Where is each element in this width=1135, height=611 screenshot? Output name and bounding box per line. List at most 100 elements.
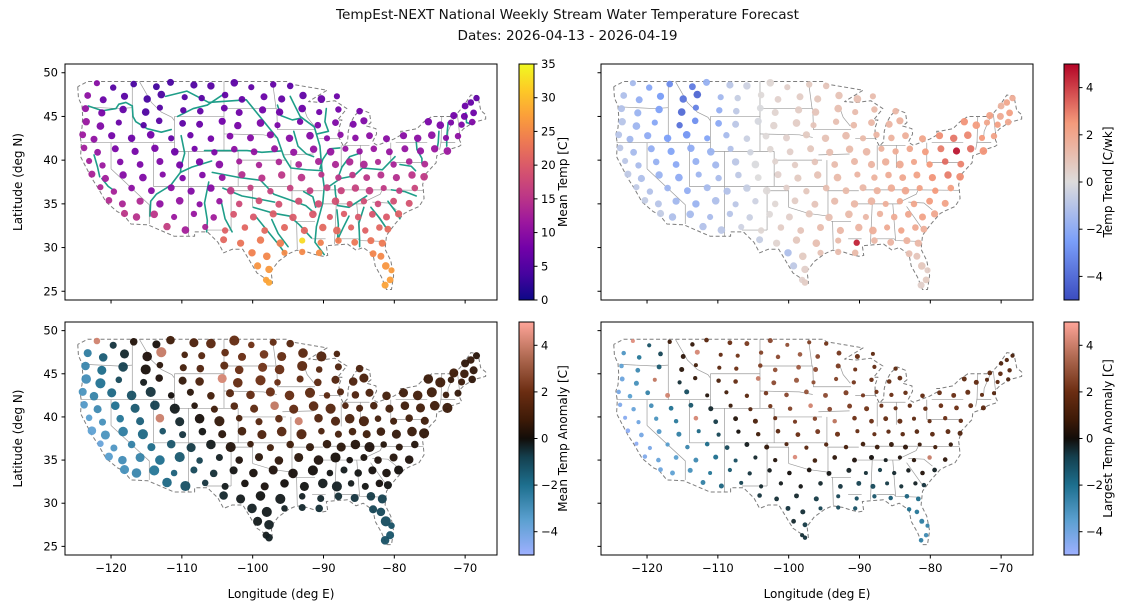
state-border-line (646, 425, 686, 480)
station-point (218, 117, 226, 125)
station-point (744, 341, 750, 347)
station-point (682, 130, 691, 139)
river-line (270, 218, 289, 248)
colorbar-largest-temp-anomaly (1063, 321, 1080, 556)
station-point (317, 239, 324, 246)
station-point (822, 82, 830, 90)
station-point (791, 518, 796, 524)
station-point (717, 94, 724, 101)
station-point (265, 533, 273, 542)
x-tick-label: −70 (989, 561, 1013, 575)
station-point (401, 145, 409, 153)
station-point (677, 380, 682, 385)
station-point (752, 418, 758, 424)
state-border-line (892, 203, 896, 241)
station-point (938, 403, 944, 409)
station-point (696, 429, 701, 434)
station-point (651, 119, 658, 126)
station-point (899, 484, 904, 489)
station-point (928, 174, 937, 182)
station-point (467, 99, 475, 106)
station-point (80, 144, 88, 152)
station-point (206, 338, 216, 349)
station-point (930, 431, 935, 437)
station-point (115, 376, 123, 384)
station-point (429, 400, 440, 411)
station-point (199, 171, 206, 179)
station-point (374, 456, 382, 464)
station-point (785, 342, 790, 347)
station-point (226, 132, 234, 140)
station-point (942, 457, 948, 462)
station-point (347, 480, 355, 487)
station-point (149, 465, 160, 476)
station-point (618, 117, 626, 126)
station-point (104, 452, 113, 461)
station-point (358, 416, 369, 427)
station-point (427, 131, 436, 140)
station-point (803, 188, 810, 195)
y-tick-label: 40 (43, 153, 58, 167)
station-point (167, 392, 175, 399)
station-point (811, 158, 819, 166)
station-point (836, 494, 841, 499)
station-point (794, 174, 802, 182)
river-line (399, 163, 417, 172)
colorbar-tick-label: 0 (541, 432, 548, 446)
station-point (957, 160, 965, 168)
state-border-line (282, 410, 314, 413)
station-point (326, 147, 335, 156)
station-point (152, 340, 161, 349)
station-point (1004, 118, 1012, 126)
station-point (633, 184, 640, 191)
colorbar-mean-temp-anomaly (518, 321, 535, 556)
station-point (424, 117, 433, 126)
station-point (868, 119, 875, 126)
y-tick-label: 50 (43, 66, 58, 80)
station-point (768, 403, 773, 409)
station-point (447, 376, 455, 384)
station-point (943, 416, 948, 421)
station-point (937, 390, 942, 396)
y-axis-label: Latitude (deg N) (11, 390, 25, 488)
station-point (835, 248, 842, 256)
station-point (642, 454, 648, 459)
station-point (717, 365, 722, 370)
station-point (93, 80, 100, 87)
station-point (120, 92, 129, 100)
station-point (226, 186, 235, 195)
colorbar-label: Temp Trend [C/wk] (1101, 127, 1115, 239)
station-point (281, 505, 288, 512)
state-border-line (906, 462, 923, 486)
station-point (873, 187, 881, 195)
river-line (131, 105, 173, 133)
station-point (447, 119, 455, 126)
station-point (888, 134, 895, 142)
station-point (906, 145, 914, 153)
station-point (679, 366, 685, 373)
station-point (869, 226, 877, 235)
station-point (215, 160, 224, 169)
station-point (735, 353, 740, 358)
station-point (917, 442, 922, 447)
station-point (450, 112, 458, 120)
station-point (723, 132, 730, 139)
station-point (146, 130, 155, 139)
station-point (859, 184, 867, 192)
station-point (815, 429, 821, 435)
station-point (221, 227, 229, 234)
station-point (120, 209, 129, 218)
station-point (170, 469, 178, 477)
station-point (340, 466, 348, 474)
station-point (472, 352, 481, 360)
station-point (802, 522, 808, 528)
station-point (998, 371, 1003, 377)
state-border-line (370, 462, 387, 486)
station-point (801, 279, 809, 286)
station-point (361, 482, 369, 490)
station-point (220, 361, 229, 370)
station-point (850, 121, 858, 129)
station-point (917, 281, 925, 289)
station-point (360, 198, 368, 205)
station-point (733, 379, 738, 384)
